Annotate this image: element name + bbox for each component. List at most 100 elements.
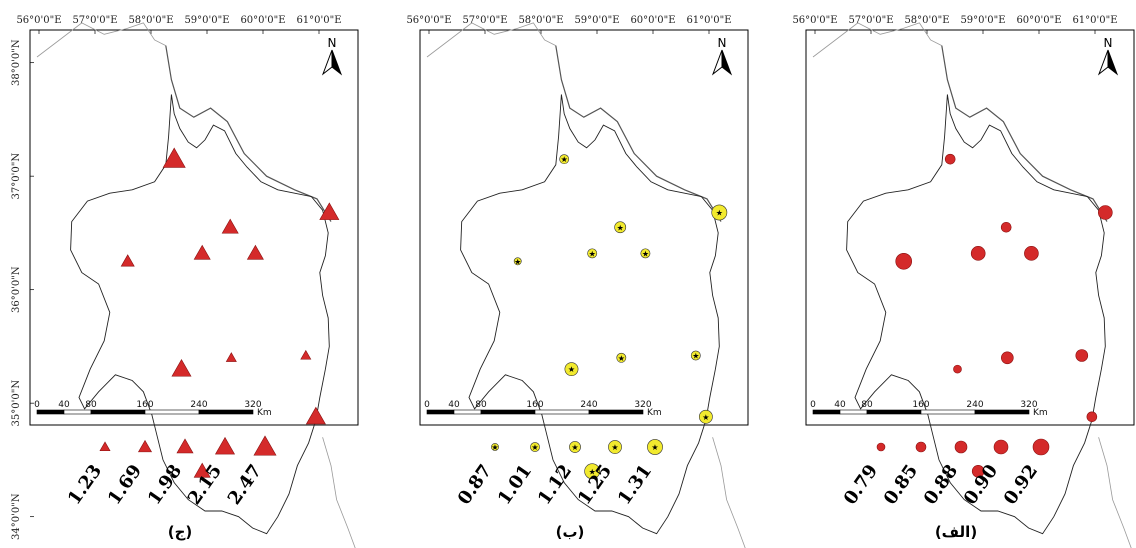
marker-circle	[711, 204, 728, 221]
marker-circle	[513, 257, 522, 266]
longitude-tick-label: 58°0'0"E	[518, 15, 563, 26]
station-marker	[193, 244, 211, 260]
station-marker: ★	[513, 257, 522, 266]
scale-unit: Km	[257, 408, 272, 418]
station-marker	[305, 406, 326, 425]
station-marker	[162, 147, 186, 168]
marker-circle	[647, 439, 663, 455]
station-marker	[300, 349, 312, 360]
marker-star: ★	[589, 249, 596, 258]
legend-label: 1.69	[104, 461, 146, 509]
scale-segment	[866, 409, 922, 415]
legend-symbol	[915, 441, 927, 453]
scale-label: 0	[810, 400, 816, 410]
region-outline	[846, 94, 1106, 535]
marker-circle	[616, 352, 627, 363]
longitude-tick-label: 60°0'0"E	[1016, 15, 1061, 26]
longitude-tick-label: 58°0'0"E	[128, 15, 173, 26]
scale-segment	[453, 409, 482, 415]
marker-circle	[608, 440, 622, 454]
latitude-tick-label: 35°0'0"N	[11, 380, 22, 427]
region-outline	[460, 94, 720, 535]
map-layers	[36, 22, 356, 548]
station-marker	[193, 462, 211, 478]
map-panel-b: 56°0'0"E 57°0'0"E 58°0'0"E 59°0'0"E 60°0'0"E…	[390, 0, 750, 548]
station-marker	[971, 464, 985, 478]
legend-label: 1.25	[574, 461, 616, 509]
north-arrow-icon: N	[321, 36, 343, 76]
scale-segment	[839, 409, 868, 415]
legend-symbol	[954, 440, 968, 454]
station-marker: ★	[698, 409, 713, 424]
legend-label: 1.23	[64, 461, 106, 509]
marker-circle	[698, 409, 713, 424]
legend-symbol	[253, 435, 277, 456]
legend-label: 0.88	[920, 461, 962, 509]
station-marker	[953, 364, 962, 374]
station-marker	[895, 252, 913, 270]
marker-star: ★	[702, 413, 709, 422]
longitude-tick-label: 60°0'0"E	[240, 15, 285, 26]
scale-segment	[426, 409, 455, 415]
legend-label: 0.79	[840, 461, 882, 509]
marker-star: ★	[692, 352, 699, 361]
station-marker: ★	[564, 362, 579, 377]
longitude-tick-label: 57°0'0"E	[848, 15, 893, 26]
scale-label: 80	[861, 400, 873, 410]
legend: 1.231.691.982.152.47	[64, 435, 277, 509]
longitude-tick-label: 56°0'0"E	[16, 15, 61, 26]
country-border	[941, 45, 1108, 222]
marker-star: ★	[568, 365, 575, 374]
station-marker: ★	[587, 248, 598, 259]
scale-segment	[90, 409, 146, 415]
longitude-tick-label: 59°0'0"E	[184, 15, 229, 26]
legend-symbol	[876, 442, 886, 452]
legend-label: 1.98	[144, 461, 186, 509]
scale-segment	[144, 409, 200, 415]
legend-symbol: ★	[530, 442, 540, 452]
marker-star: ★	[561, 155, 568, 164]
longitude-tick-label: 59°0'0"E	[960, 15, 1005, 26]
scale-label: 40	[834, 400, 846, 410]
map-frame	[805, 29, 1135, 426]
country-border-se	[322, 437, 356, 548]
legend-label: 1.31	[614, 461, 656, 509]
legend-symbol	[137, 439, 153, 453]
country-border-nw	[426, 22, 556, 58]
marker-circle	[640, 248, 651, 259]
country-border-se	[712, 437, 746, 548]
map-layers	[812, 22, 1132, 548]
scale-segment	[812, 409, 841, 415]
north-arrow-icon: N	[711, 36, 733, 76]
scale-label: 40	[448, 400, 460, 410]
legend: ★0.87★1.01★1.12★1.25★1.31	[454, 439, 663, 509]
scale-label: 0	[424, 400, 430, 410]
station-marker	[1024, 246, 1039, 261]
scale-segment	[198, 409, 254, 415]
map-layers	[426, 22, 746, 548]
marker-circle	[587, 248, 598, 259]
legend-label: 0.85	[880, 461, 922, 509]
scale-label: 160	[912, 400, 929, 410]
scale-label: 240	[966, 400, 983, 410]
legend-symbol	[99, 441, 111, 452]
panel-caption: (ب)	[555, 523, 585, 541]
scale-segment	[974, 409, 1030, 415]
map-svg: 56°0'0"E 57°0'0"E 58°0'0"E 59°0'0"E 60°0'0"E…	[406, 15, 749, 548]
marker-star: ★	[514, 257, 521, 266]
scale-label: 320	[244, 400, 261, 410]
marker-circle	[491, 443, 499, 451]
north-letter: N	[718, 36, 727, 50]
latitude-tick-label: 36°0'0"N	[11, 266, 22, 313]
station-marker	[171, 359, 192, 377]
legend-symbol	[1032, 438, 1050, 456]
region-outline	[70, 94, 330, 535]
station-marker: ★	[711, 204, 728, 221]
map-frame	[29, 29, 359, 426]
legend-symbol: ★	[608, 440, 622, 454]
legend-label: 0.87	[454, 461, 496, 509]
scale-label: 40	[58, 400, 70, 410]
station-marker	[246, 244, 264, 260]
